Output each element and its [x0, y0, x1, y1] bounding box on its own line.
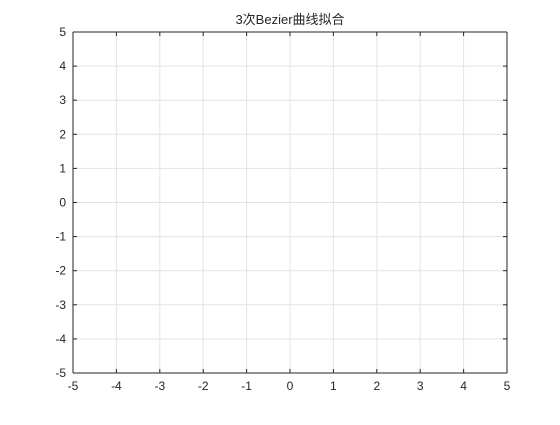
grid-lines — [73, 32, 507, 373]
y-tick-label: 1 — [59, 161, 66, 175]
x-tick-label: -5 — [68, 379, 79, 393]
x-tick-labels: -5 -4 -3 -2 -1 0 1 2 3 4 5 — [68, 379, 511, 393]
y-tick-label: 3 — [59, 93, 66, 107]
y-tick-label: -4 — [55, 332, 66, 346]
y-tick-label: 4 — [59, 59, 66, 73]
y-tick-label: -1 — [55, 230, 66, 244]
tick-marks — [72, 31, 508, 374]
x-tick-label: 5 — [504, 379, 511, 393]
x-tick-label: -3 — [154, 379, 165, 393]
y-tick-label: 5 — [59, 25, 66, 39]
y-tick-label: -3 — [55, 298, 66, 312]
x-tick-label: -1 — [241, 379, 252, 393]
x-tick-label: 2 — [373, 379, 380, 393]
y-tick-label: 0 — [59, 196, 66, 210]
x-tick-label: 1 — [330, 379, 337, 393]
x-tick-label: 0 — [287, 379, 294, 393]
y-tick-labels: -5 -4 -3 -2 -1 0 1 2 3 4 5 — [55, 25, 66, 380]
x-tick-label: -2 — [198, 379, 209, 393]
y-tick-label: 2 — [59, 127, 66, 141]
x-tick-label: 4 — [460, 379, 467, 393]
y-tick-label: -2 — [55, 264, 66, 278]
x-tick-label: -4 — [111, 379, 122, 393]
y-tick-label: -5 — [55, 366, 66, 380]
chart-title: 3次Bezier曲线拟合 — [235, 12, 344, 27]
x-tick-label: 3 — [417, 379, 424, 393]
